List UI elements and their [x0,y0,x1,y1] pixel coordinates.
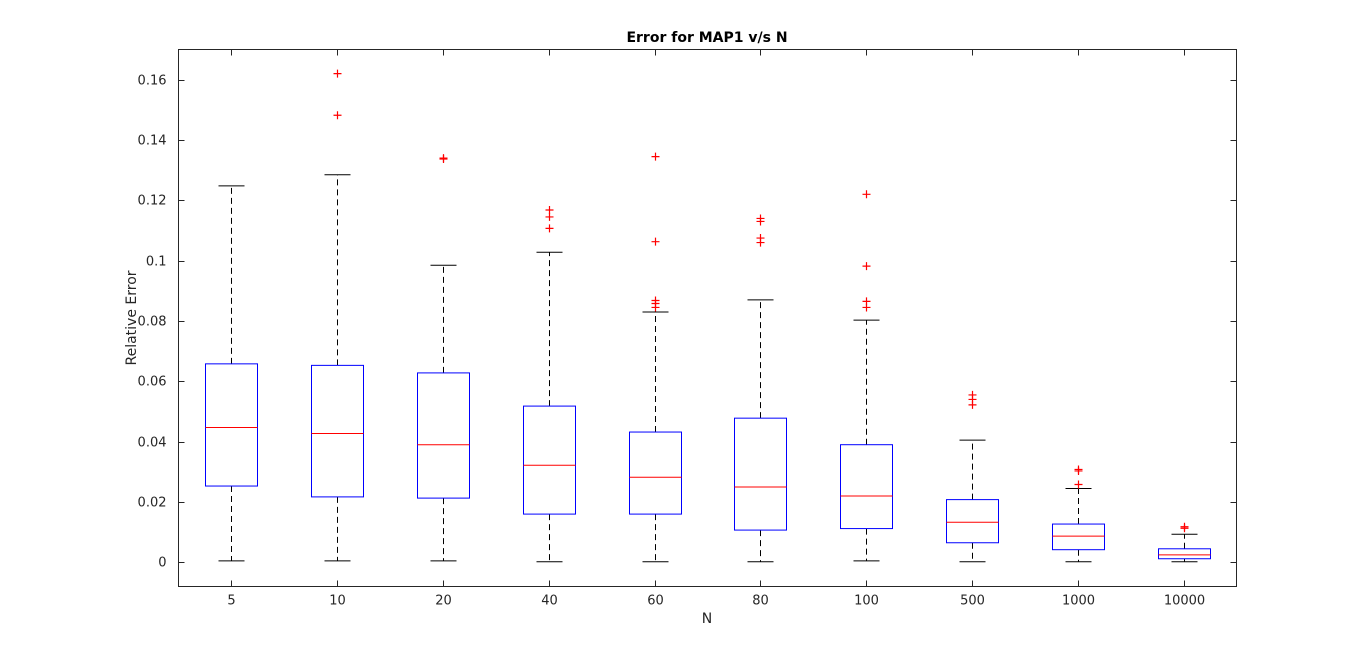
x-axis-label: N [702,611,712,627]
x-axis-ticks: 5 10 20 40 60 80 100 500 1000 10000 [227,49,1205,609]
box-group-80 [734,214,787,563]
outlier-marker [862,190,871,199]
box-group-500 [946,390,999,563]
outlier-marker [862,297,871,306]
outlier-marker [756,234,765,243]
outlier-marker [651,152,660,161]
iqr-box [1052,523,1105,551]
outlier-marker [545,224,554,233]
outlier-marker [545,205,554,214]
x-tick-label: 500 [960,594,985,609]
chart-marks [205,69,1211,563]
outlier-marker [333,69,342,78]
x-tick-label: 100 [854,594,879,609]
box-group-20 [417,154,470,562]
outlier-marker [439,154,448,163]
box-group-40 [523,205,576,563]
x-tick-label: 5 [227,594,235,609]
chart-title: Error for MAP1 v/s N [626,30,787,46]
y-tick-label: 0.14 [138,134,167,149]
box-group-10000 [1158,522,1211,563]
y-axis-ticks: 0 0.02 0.04 0.06 0.08 0.1 0.12 0.14 0.16 [138,74,1237,571]
iqr-box [417,372,470,499]
iqr-box [734,417,787,531]
x-tick-label: 10 [329,594,346,609]
outlier-marker [545,212,554,221]
iqr-box [311,364,364,498]
y-tick-label: 0.02 [138,496,167,511]
plot-frame [178,49,1237,587]
y-tick-label: 0.08 [138,315,167,330]
box-group-10 [311,69,364,562]
x-tick-label: 1000 [1062,594,1095,609]
iqr-box [523,405,576,515]
outlier-marker [756,214,765,223]
box-group-100 [840,190,893,562]
iqr-box [205,363,258,487]
y-tick-label: 0.1 [146,255,167,270]
box-group-60 [629,152,682,563]
iqr-box [946,499,999,544]
iqr-box [840,444,893,530]
y-tick-label: 0.06 [138,375,167,390]
outlier-marker [968,390,977,399]
outlier-marker [651,237,660,246]
outlier-marker [1180,522,1189,531]
y-tick-label: 0.12 [138,194,167,209]
x-tick-label: 60 [647,594,664,609]
outlier-marker [651,296,660,305]
iqr-box [1158,548,1211,560]
outlier-marker [1074,480,1083,489]
x-tick-label: 80 [752,594,769,609]
outlier-marker [333,111,342,120]
y-tick-label: 0 [158,556,166,571]
y-tick-label: 0.16 [138,74,167,89]
x-tick-label: 20 [435,594,452,609]
x-tick-label: 40 [541,594,558,609]
x-tick-label: 10000 [1164,594,1205,609]
y-tick-label: 0.04 [138,436,167,451]
box-group-5 [205,185,258,562]
outlier-marker [862,262,871,271]
iqr-box [629,431,682,515]
y-axis-label: Relative Error [124,270,140,365]
outlier-marker [1074,465,1083,474]
box-group-1000 [1052,465,1105,563]
